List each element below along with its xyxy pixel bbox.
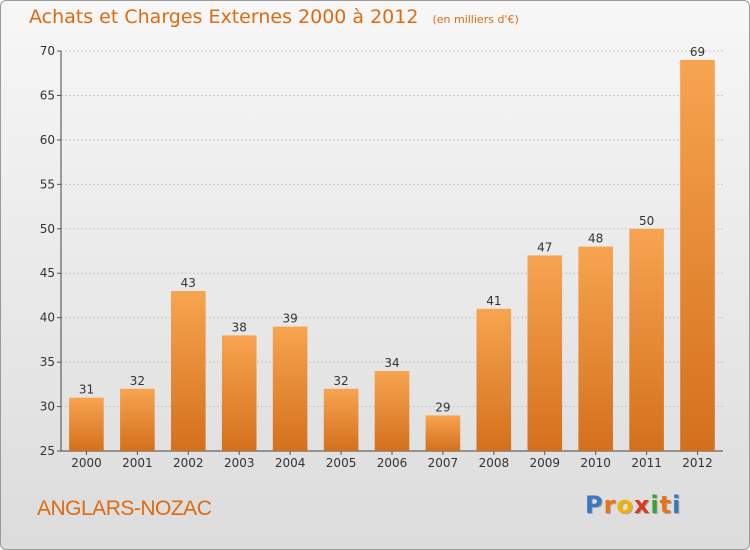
data-label: 31 bbox=[79, 383, 94, 397]
brand-letter: i bbox=[672, 491, 682, 519]
bar bbox=[69, 397, 104, 451]
bar bbox=[527, 255, 563, 451]
brand-logo: Proxiti bbox=[585, 491, 681, 519]
data-label: 43 bbox=[181, 276, 196, 290]
x-tick-label: 2005 bbox=[326, 456, 357, 470]
x-tick-label: 2012 bbox=[682, 456, 713, 470]
x-tick-label: 2002 bbox=[173, 456, 204, 470]
bar bbox=[374, 371, 410, 451]
chart-title: Achats et Charges Externes 2000 à 2012 bbox=[29, 6, 419, 28]
brand-letter: r bbox=[603, 491, 617, 519]
x-tick-label: 2000 bbox=[71, 456, 102, 470]
brand-letter: t bbox=[659, 491, 673, 519]
y-tick-label: 25 bbox=[40, 444, 55, 458]
y-tick-label: 65 bbox=[40, 88, 55, 102]
data-label: 34 bbox=[384, 356, 399, 370]
place-name: ANGLARS-NOZAC bbox=[37, 497, 212, 520]
bar bbox=[629, 228, 664, 451]
brand-letter: o bbox=[616, 491, 634, 519]
data-label: 29 bbox=[435, 400, 450, 414]
chart-unit: (en milliers d'€) bbox=[432, 13, 519, 26]
y-tick-label: 40 bbox=[40, 311, 55, 325]
brand-letter: i bbox=[650, 491, 660, 519]
data-label: 69 bbox=[690, 45, 705, 59]
bar bbox=[120, 388, 155, 451]
x-tick-label: 2008 bbox=[479, 456, 510, 470]
x-tick-label: 2009 bbox=[529, 456, 560, 470]
bar bbox=[425, 415, 461, 451]
x-tick-label: 2001 bbox=[122, 456, 153, 470]
y-tick-label: 70 bbox=[40, 44, 55, 58]
y-tick-label: 45 bbox=[40, 266, 55, 280]
bar bbox=[680, 59, 715, 452]
y-tick-label: 35 bbox=[40, 355, 55, 369]
y-tick-label: 55 bbox=[40, 177, 55, 191]
data-label: 50 bbox=[639, 214, 654, 228]
data-label: 48 bbox=[588, 232, 603, 246]
bar bbox=[476, 308, 512, 451]
x-tick-label: 2011 bbox=[631, 456, 662, 470]
bar bbox=[323, 388, 359, 451]
x-tick-label: 2004 bbox=[275, 456, 306, 470]
x-tick-label: 2006 bbox=[377, 456, 408, 470]
data-label: 32 bbox=[333, 374, 348, 388]
data-label: 39 bbox=[283, 312, 298, 326]
data-label: 32 bbox=[130, 374, 145, 388]
x-tick-label: 2007 bbox=[428, 456, 459, 470]
brand-letter: x bbox=[633, 491, 651, 519]
y-tick-label: 50 bbox=[40, 222, 55, 236]
bar bbox=[272, 326, 308, 451]
data-label: 47 bbox=[537, 240, 552, 254]
bar bbox=[578, 246, 613, 451]
title-row: Achats et Charges Externes 2000 à 2012 (… bbox=[29, 6, 519, 28]
x-tick-label: 2010 bbox=[580, 456, 611, 470]
y-tick-label: 30 bbox=[40, 400, 55, 414]
y-tick-label: 60 bbox=[40, 133, 55, 147]
brand-letter: P bbox=[585, 491, 604, 519]
bar bbox=[221, 335, 257, 451]
x-tick-label: 2003 bbox=[224, 456, 255, 470]
data-label: 38 bbox=[232, 320, 247, 334]
data-label: 41 bbox=[486, 294, 501, 308]
bar bbox=[171, 291, 206, 451]
